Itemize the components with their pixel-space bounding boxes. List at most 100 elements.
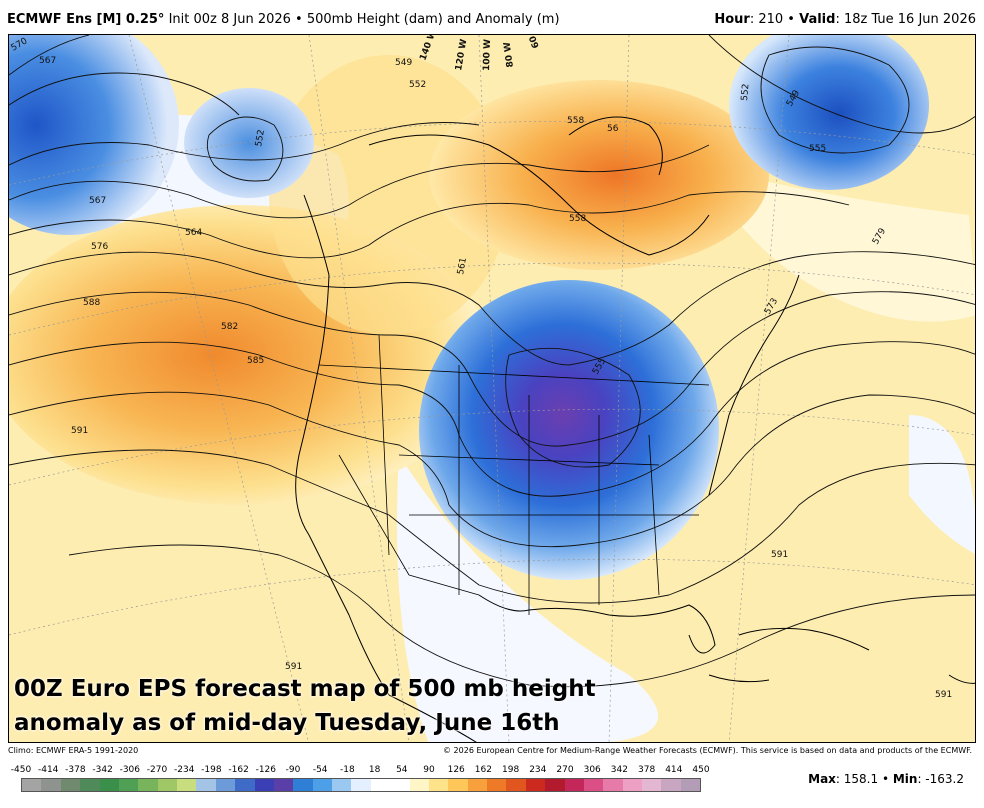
caption-overlay: 00Z Euro EPS forecast map of 500 mb heig… <box>14 672 596 740</box>
colorbar-swatch <box>41 779 61 791</box>
ridge-anomaly-canada <box>269 55 509 335</box>
colorbar-swatch <box>564 779 584 791</box>
colorbar-swatch <box>273 779 294 791</box>
colorbar-swatch <box>177 779 197 791</box>
contour-label: 552 <box>740 83 751 101</box>
colorbar-tick-label: -90 <box>285 765 301 775</box>
colorbar-tick-label: 90 <box>423 765 435 775</box>
caption-line-1: 00Z Euro EPS forecast map of 500 mb heig… <box>14 676 596 702</box>
degree-symbol: ° <box>157 12 165 27</box>
contour-label: 591 <box>935 690 952 700</box>
contour-label: 561 <box>456 257 469 276</box>
graticule <box>9 35 975 742</box>
copyright-note: © 2026 European Centre for Medium-Range … <box>443 746 972 755</box>
colorbar-tick-label: 162 <box>474 765 492 775</box>
contour-label: 567 <box>39 56 56 66</box>
colorbar-swatch <box>118 779 139 791</box>
longitude-label-group: 140 W 120 W 100 W 80 W 60 W <box>418 35 541 72</box>
caption-line-2: anomaly as of mid-day Tuesday, June 16th <box>14 710 560 736</box>
colorbar-tick-label: -162 <box>228 765 249 775</box>
colorbar-tick-labels: -450 -414 -378 -342 -306 -270 -234 -198 -162 -126… <box>11 765 710 777</box>
colorbar-swatch <box>428 779 449 791</box>
neutral-area-east <box>909 415 975 554</box>
colorbar-swatch <box>293 779 313 791</box>
contour-label: 576 <box>91 242 108 252</box>
contour-label: 588 <box>83 298 100 308</box>
min-value: : -163.2 <box>917 772 964 786</box>
longitude-label: 100 W <box>482 39 493 71</box>
colorbar-tick-label: 18 <box>368 765 381 775</box>
model-name: ECMWF Ens [M] 0.25 <box>7 12 158 27</box>
min-label: Min <box>892 772 918 786</box>
height-contours <box>9 35 975 688</box>
colorbar <box>21 778 701 792</box>
colorbar-swatch <box>506 779 526 791</box>
colorbar-swatch <box>254 779 274 791</box>
colorbar-swatch <box>312 779 332 791</box>
colorbar-tick-label: -234 <box>173 765 195 775</box>
colorbar-swatch <box>370 779 391 791</box>
trough-anomaly-great-lakes <box>419 280 719 580</box>
contour-label: 558 <box>569 214 586 224</box>
neutral-area-atlantic <box>699 165 975 322</box>
contour-label: 582 <box>221 322 238 332</box>
colorbar-swatch <box>467 779 487 791</box>
colorbar-swatch <box>661 779 681 791</box>
colorbar-swatch <box>332 779 352 791</box>
max-value: : 158.1 • <box>835 772 893 786</box>
hour-label: Hour <box>714 12 750 27</box>
colorbar-tick-label: -198 <box>201 765 222 775</box>
colorbar-swatch <box>196 779 216 791</box>
contour-label: 567 <box>89 196 106 206</box>
colorbar-tick-label: 126 <box>447 765 465 775</box>
colorbar-tick-label: 378 <box>638 765 656 775</box>
colorbar-swatch <box>157 779 177 791</box>
colorbar-tick-label: 342 <box>610 765 628 775</box>
state-borders <box>318 334 710 615</box>
colorbar-tick-label: 414 <box>665 765 683 775</box>
colorbar-swatch <box>680 779 701 791</box>
ridge-anomaly-hudson <box>429 80 769 270</box>
colorbar-swatch <box>351 779 371 791</box>
colorbar-tick-label: -306 <box>119 765 141 775</box>
colorbar-swatch <box>235 779 255 791</box>
colorbar-tick-label: 306 <box>583 765 601 775</box>
contour-label: 585 <box>247 356 264 366</box>
colorbar-tick-label: 198 <box>502 765 520 775</box>
colorbar-tick-label: 234 <box>529 765 547 775</box>
colorbar-swatch <box>409 779 429 791</box>
colorbar-tick-label: 270 <box>556 765 574 775</box>
longitude-label: 80 W <box>502 41 515 68</box>
contour-label-group: 570 567 567 576 588 564 552 549 552 558 … <box>10 36 953 700</box>
neutral-area-south <box>397 455 659 742</box>
hour-value: : 210 • <box>749 12 800 27</box>
colorbar-swatch <box>215 779 236 791</box>
colorbar-swatch <box>99 779 119 791</box>
colorbar-swatch <box>583 779 604 791</box>
colorbar-swatch <box>525 779 546 791</box>
map-header: ECMWF Ens [M] 0.25° Init 00z 8 Jun 2026 … <box>0 0 984 34</box>
contour-label: 564 <box>185 228 202 238</box>
trough-anomaly-west <box>9 35 179 235</box>
max-min-readout: Max: 158.1 • Min: -163.2 <box>808 772 964 786</box>
contour-label: 591 <box>285 662 302 672</box>
valid-label: Valid <box>799 12 836 27</box>
colorbar-tick-label: 54 <box>396 765 408 775</box>
colorbar-swatch <box>22 779 42 791</box>
colorbar-tick-label: -450 <box>10 765 32 775</box>
contour-label: 558 <box>567 116 584 126</box>
colorbar-tick-label: -270 <box>146 765 168 775</box>
colorbar-swatch <box>622 779 642 791</box>
colorbar-tick-label: -342 <box>92 765 113 775</box>
colorbar-tick-label: -126 <box>255 765 277 775</box>
init-text: Init 00z 8 Jun 2026 • 500mb Height (dam)… <box>168 12 560 27</box>
colorbar-tick-label: -414 <box>37 765 59 775</box>
title-left: ECMWF Ens [M] 0.25° Init 00z 8 Jun 2026 … <box>7 12 560 27</box>
colorbar-swatch <box>545 779 565 791</box>
colorbar-tick-label: -378 <box>65 765 86 775</box>
forecast-map: 570 567 567 576 588 564 552 549 552 558 … <box>8 34 976 743</box>
colorbar-swatch <box>60 779 81 791</box>
trough-anomaly-alaska <box>184 88 314 198</box>
colorbar-swatch <box>390 779 410 791</box>
colorbar-swatch <box>642 779 662 791</box>
